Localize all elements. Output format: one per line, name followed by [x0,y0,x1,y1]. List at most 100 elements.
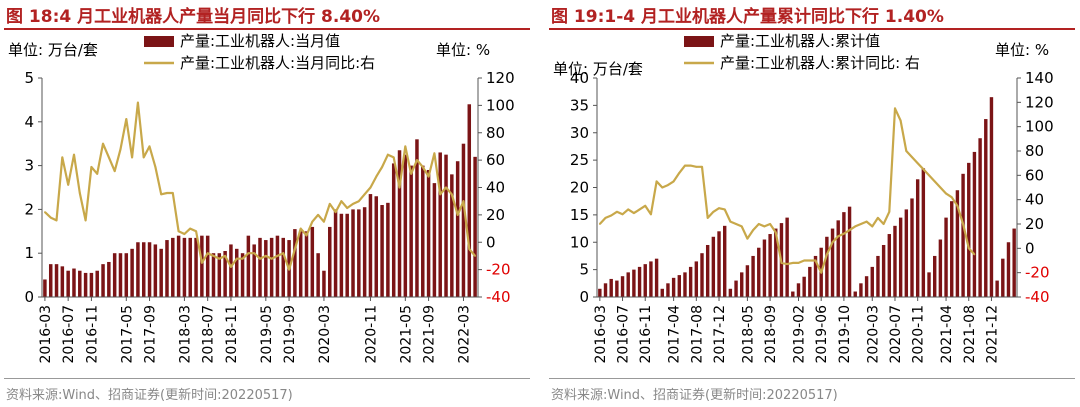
line-point [154,166,157,168]
bar [950,201,954,297]
bar [281,237,285,297]
line-point [667,184,669,186]
bar [688,266,693,297]
line-point [797,262,800,264]
bar [864,276,869,297]
bar [967,162,971,297]
x-tick-label: 2016-11 [638,305,654,364]
bar [124,253,129,297]
line-point [241,257,244,260]
line-point [678,172,681,174]
bar [728,288,733,297]
chart-panel-18: 图 18:4 月工业机器人产量当月同比下行 8.40% 单位: 万台/套 单位: … [4,0,534,407]
left-tick-label: 0 [579,288,589,306]
bar [938,239,943,297]
bar [978,138,982,297]
right-tick-label: 40 [1025,191,1044,209]
line-point [166,192,168,194]
bar [1006,242,1011,297]
bar [95,270,99,297]
chart-title: 图 19:1-4 月工业机器人产量累计同比下行 1.40% [551,7,944,27]
line-point [746,237,749,240]
line-point [757,223,760,225]
line-point [644,204,647,207]
line-point [814,259,817,262]
right-tick-label: -40 [486,288,511,306]
bar [893,225,897,297]
line-point [820,271,823,274]
bar [333,209,338,297]
bar [112,253,117,297]
bar [705,244,710,297]
bar [205,235,210,297]
line-point [445,186,447,189]
bar [362,207,367,297]
bar [467,104,472,297]
x-tick-label: 2016-07 [61,305,77,364]
line-point [160,193,163,196]
line-point [90,166,93,168]
bar [473,156,477,297]
line-point [44,211,46,214]
bar [904,209,909,297]
x-tick-label: 2021-08 [962,305,978,364]
line-point [610,214,613,217]
line-point [142,156,145,159]
line-point [230,265,232,268]
line-point [218,257,221,260]
bar [603,283,608,297]
bar [60,266,65,297]
bar [995,280,999,297]
bar [694,261,699,297]
x-tick-label: 2020-03 [317,305,333,364]
bar [415,139,419,297]
chart-title: 图 18:4 月工业机器人产量当月同比下行 8.40% [6,7,381,27]
bar [246,235,251,297]
line-point [627,208,630,211]
bar [176,235,181,297]
bar [751,255,755,297]
left-tick-label: 3 [24,157,34,175]
bar [615,280,619,297]
bar [927,272,931,297]
bar [275,235,280,297]
left-tick-label: 2 [24,200,34,218]
bar [397,150,402,297]
line-point [78,192,81,194]
bar [153,244,158,297]
bar [409,165,413,297]
bar [298,231,303,297]
line-point [96,172,99,175]
left-tick-label: 4 [24,113,34,131]
line-point [439,193,442,196]
line-point [763,225,766,228]
line-point [404,145,407,148]
right-tick-label: 100 [1025,118,1054,136]
right-tick-label: -20 [486,261,511,279]
line-point [386,153,389,156]
line-point [825,253,828,256]
x-tick-label: 2019-10 [837,305,853,364]
bar [72,268,76,297]
line-point [113,170,116,172]
line-point [340,200,343,203]
bar [147,242,152,297]
line-point [282,252,285,255]
line-point [323,220,325,223]
line-point [621,213,624,216]
line-point [102,142,104,145]
line-point [882,223,885,225]
x-tick-label: 2019-09 [282,305,298,364]
line-point [84,219,87,222]
line-point [905,150,908,152]
line-point [842,232,845,235]
line-point [860,223,862,225]
line-point [973,253,976,256]
line-point [206,252,209,255]
bar [955,190,960,297]
bar [808,266,812,297]
line-point [689,164,692,167]
x-tick-label: 2016-07 [616,305,632,364]
bar [339,213,344,297]
bar [609,278,613,297]
